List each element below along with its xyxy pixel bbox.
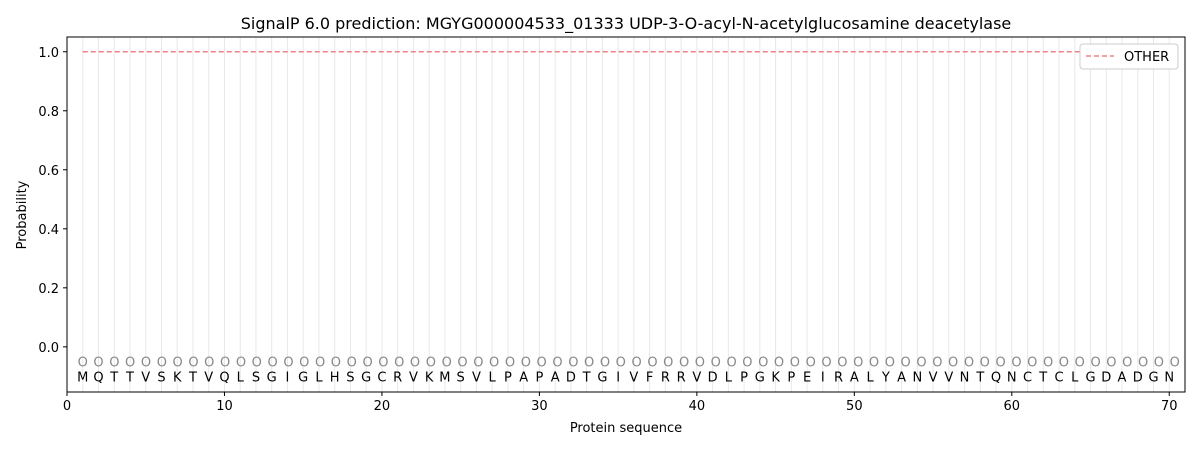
residue-label: E <box>803 370 811 385</box>
residue-label: I <box>616 370 620 385</box>
residue-label: C <box>1054 370 1063 385</box>
residue-label: G <box>755 370 765 385</box>
residue-label: V <box>692 370 701 385</box>
x-tick-label: 20 <box>374 399 391 414</box>
residue-label: V <box>409 370 418 385</box>
residue-label: S <box>346 370 354 385</box>
residue-label: M <box>439 370 450 385</box>
y-tick-label: 0.4 <box>38 223 59 238</box>
y-tick-label: 0.6 <box>38 164 59 179</box>
x-tick-label: 40 <box>689 399 706 414</box>
x-tick-label: 50 <box>846 399 863 414</box>
residue-label: R <box>834 370 843 385</box>
residue-label: K <box>425 370 434 385</box>
residue-label: D <box>566 370 576 385</box>
residue-label: G <box>298 370 308 385</box>
residue-label: C <box>377 370 386 385</box>
residue-label: V <box>204 370 213 385</box>
residue-label: D <box>708 370 718 385</box>
residue-label: Y <box>881 370 890 385</box>
residue-label: D <box>1101 370 1111 385</box>
residue-label: P <box>787 370 795 385</box>
residue-label: I <box>821 370 825 385</box>
residue-label: V <box>141 370 150 385</box>
chart-title: SignalP 6.0 prediction: MGYG000004533_01… <box>241 14 1012 34</box>
residue-label: T <box>975 370 984 385</box>
residue-label: V <box>629 370 638 385</box>
residue-label: P <box>740 370 748 385</box>
residue-label: N <box>1164 370 1174 385</box>
residue-label: N <box>912 370 922 385</box>
residue-label: L <box>237 370 245 385</box>
residue-label: P <box>535 370 543 385</box>
residue-label: L <box>725 370 733 385</box>
residue-label: T <box>1038 370 1047 385</box>
y-axis-label: Probability <box>15 180 30 249</box>
residue-label: A <box>850 370 859 385</box>
y-tick-label: 0.0 <box>38 341 59 356</box>
x-axis-ticks: 0 10 20 30 40 50 60 70 <box>63 392 1178 414</box>
x-tick-label: 30 <box>531 399 548 414</box>
residue-label: R <box>393 370 402 385</box>
residue-label: H <box>330 370 340 385</box>
residue-label: G <box>597 370 607 385</box>
residue-label: R <box>677 370 686 385</box>
x-tick-label: 10 <box>216 399 233 414</box>
residue-label: K <box>771 370 780 385</box>
residue-label: L <box>489 370 497 385</box>
x-tick-label: 60 <box>1004 399 1021 414</box>
x-axis-label: Protein sequence <box>570 421 682 436</box>
residue-label: G <box>361 370 371 385</box>
residue-label: S <box>252 370 260 385</box>
legend-box <box>1079 43 1179 70</box>
residue-label: L <box>315 370 323 385</box>
residue-label: A <box>551 370 560 385</box>
residue-label: V <box>472 370 481 385</box>
residue-label: F <box>646 370 653 385</box>
y-axis-ticks: 0.0 0.2 0.4 0.6 0.8 1.0 <box>38 46 67 356</box>
x-tick-label: 0 <box>63 399 71 414</box>
residue-label: G <box>267 370 277 385</box>
grid-lines <box>82 37 1170 392</box>
residue-label: T <box>188 370 197 385</box>
residue-label: C <box>1023 370 1032 385</box>
residue-label: I <box>286 370 290 385</box>
residue-label: T <box>109 370 118 385</box>
plot-frame <box>66 36 1186 393</box>
residue-label: T <box>125 370 134 385</box>
residue-label: T <box>582 370 591 385</box>
residue-label: R <box>661 370 670 385</box>
residue-label: S <box>457 370 465 385</box>
residue-label: A <box>519 370 528 385</box>
residue-label: N <box>1007 370 1017 385</box>
x-tick-label: 70 <box>1161 399 1178 414</box>
y-tick-label: 0.8 <box>38 105 59 120</box>
residue-label: Q <box>93 370 103 385</box>
residue-label: M <box>77 370 88 385</box>
residue-label: S <box>157 370 165 385</box>
residue-label: N <box>960 370 970 385</box>
y-tick-label: 0.2 <box>38 282 59 297</box>
residue-label: A <box>1118 370 1127 385</box>
residue-label: D <box>1133 370 1143 385</box>
residue-label: Q <box>991 370 1001 385</box>
residue-label: L <box>1071 370 1079 385</box>
residue-label: V <box>929 370 938 385</box>
residue-label: P <box>504 370 512 385</box>
residue-label: G <box>1085 370 1095 385</box>
y-tick-label: 1.0 <box>38 46 59 61</box>
residue-label: L <box>866 370 874 385</box>
residue-label: A <box>897 370 906 385</box>
residue-label: Q <box>219 370 229 385</box>
residue-label: K <box>173 370 182 385</box>
predicted-labels: OOOOOOOOOOOOOOOOOOOOOOOOOOOOOOOOOOOOOOOO… <box>78 356 1180 371</box>
legend-label-other: OTHER <box>1124 50 1169 65</box>
residue-label: G <box>1148 370 1158 385</box>
legend: OTHER <box>1079 43 1179 70</box>
residue-label: V <box>944 370 953 385</box>
